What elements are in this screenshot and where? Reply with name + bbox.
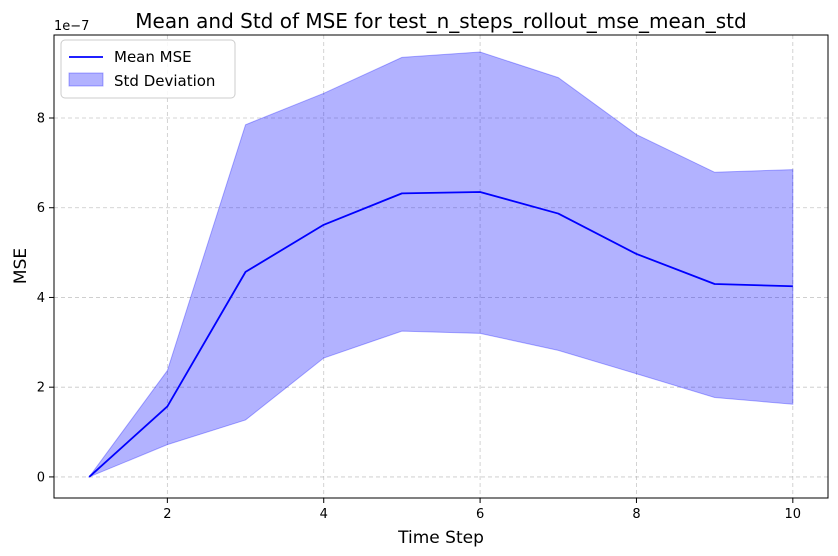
std-deviation-band — [87, 51, 794, 479]
plot-frame — [53, 34, 829, 499]
legend-swatch-std-deviation — [68, 72, 104, 87]
legend-box — [60, 39, 236, 99]
legend-label-std-deviation: Std Deviation — [114, 72, 215, 90]
y-axis-label: MSE — [11, 248, 31, 284]
grid-lines — [54, 35, 828, 498]
x-axis-label: Time Step — [397, 528, 484, 548]
y-axis-ticks: 0 2 4 6 8 — [37, 111, 54, 485]
x-tick-label: 10 — [785, 507, 802, 522]
x-tick-label: 6 — [476, 507, 484, 522]
std-band-layer — [87, 51, 794, 479]
y-tick-label: 2 — [37, 381, 45, 396]
y-tick-label: 6 — [37, 201, 45, 216]
x-tick-label: 4 — [320, 507, 328, 522]
mean-mse-line — [88, 191, 793, 478]
y-tick-label: 0 — [37, 470, 45, 485]
y-tick-label: 4 — [37, 291, 45, 306]
y-tick-label: 8 — [37, 111, 45, 126]
x-tick-label: 2 — [163, 507, 171, 522]
chart-title: Mean and Std of MSE for test_n_steps_rol… — [135, 9, 746, 33]
mean-line-layer — [88, 191, 793, 478]
legend-label-mean-mse: Mean MSE — [114, 48, 192, 66]
y-axis-offset-label: 1e−7 — [54, 19, 89, 34]
x-tick-label: 8 — [632, 507, 640, 522]
x-axis-ticks: 2 4 6 8 10 — [163, 498, 801, 522]
legend: Mean MSE Std Deviation — [60, 39, 236, 99]
